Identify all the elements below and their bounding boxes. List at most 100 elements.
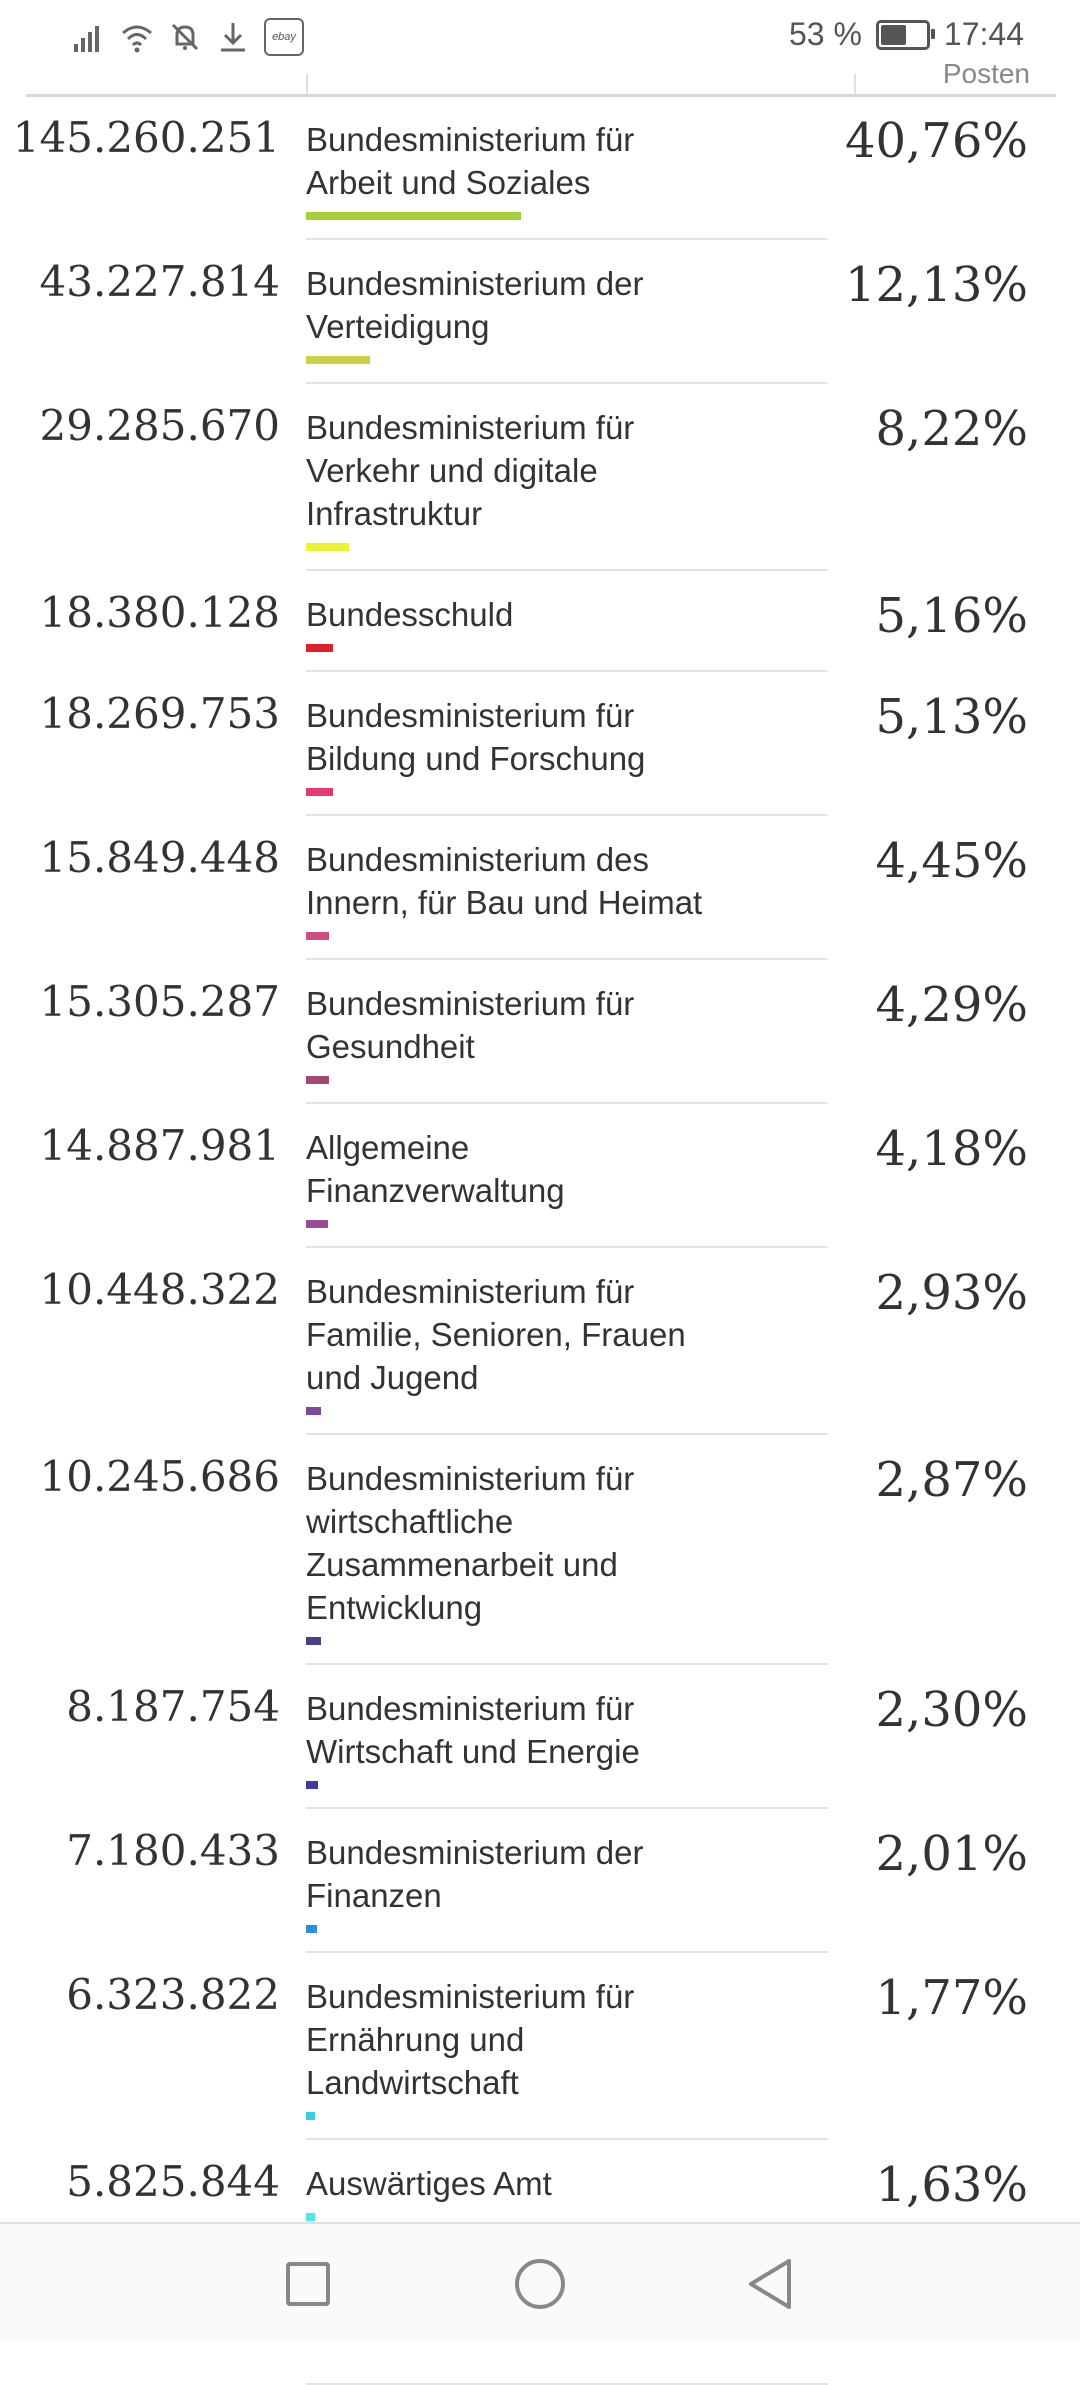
row-amount: 29.285.670 [39, 401, 280, 450]
status-icons-left: ebay [72, 18, 304, 56]
row-name-cell: Bundesministerium für Arbeit und Soziale… [306, 96, 828, 240]
row-name-cell: Bundesministerium für Bildung und Forsch… [306, 672, 828, 816]
row-percent: 1,77% [875, 1970, 1028, 2026]
row-share-bar [306, 543, 349, 551]
row-share-bar [306, 2112, 315, 2120]
recent-apps-button[interactable] [278, 2254, 338, 2314]
row-share-bar [306, 1407, 321, 1415]
row-amount: 145.260.251 [12, 113, 280, 162]
row-percent: 8,22% [875, 401, 1028, 457]
row-name-cell: Bundesministerium der Verteidigung [306, 240, 828, 384]
row-name-cell: Bundesschuld [306, 571, 828, 672]
row-name-cell: Allgemeine Finanzverwaltung [306, 1104, 828, 1248]
row-share-bar [306, 356, 370, 364]
header-posten-label: Posten [942, 58, 1030, 89]
row-share-bar [306, 1781, 318, 1789]
row-amount: 10.448.322 [39, 1265, 280, 1314]
row-name-cell: Bundesministerium für Gesundheit [306, 960, 828, 1104]
row-name: Bundesministerium der Verteidigung [306, 265, 644, 345]
row-percent: 4,45% [875, 833, 1028, 889]
battery-percent: 53 % [788, 16, 862, 52]
bell-muted-icon [171, 23, 199, 51]
header-col-name [306, 74, 856, 94]
row-name: Bundesministerium für Bildung und Forsch… [306, 697, 646, 777]
row-name-cell: Bundesministerium der Finanzen [306, 1809, 828, 1953]
wifi-icon [122, 25, 152, 53]
row-name: Bundesministerium für Wirtschaft und Ene… [306, 1690, 640, 1770]
row-amount: 18.380.128 [39, 588, 280, 637]
row-name: Bundesministerium für Ernährung und Land… [306, 1978, 635, 2101]
row-name-cell: Bundesministerium des Innern, für Bau un… [306, 816, 828, 960]
row-share-bar [306, 1637, 321, 1645]
system-nav-bar [0, 2222, 1080, 2340]
row-amount: 6.323.822 [66, 1970, 280, 2019]
row-name: Bundesministerium für wirtschaftliche Zu… [306, 1460, 635, 1626]
table-header: Posten [26, 58, 1056, 97]
row-percent: 5,13% [875, 689, 1028, 745]
row-name-cell: Bundesministerium für Wirtschaft und Ene… [306, 1665, 828, 1809]
row-name: Bundesministerium für Gesundheit [306, 985, 635, 1065]
row-name: Auswärtiges Amt [306, 2165, 552, 2202]
row-percent: 1,63% [875, 2157, 1028, 2213]
row-percent: 4,29% [875, 977, 1028, 1033]
table-row[interactable]: 15.305.287 Bundesministerium für Gesundhe… [0, 960, 1080, 1104]
table-row[interactable]: 29.285.670 Bundesministerium für Verkehr … [0, 384, 1080, 571]
status-icons-right: 53 % 17:44 [789, 16, 1024, 53]
row-name: Bundesministerium für Familie, Senioren,… [306, 1273, 686, 1396]
row-amount: 8.187.754 [66, 1682, 280, 1731]
row-name-cell: Bundesministerium für Verkehr und digita… [306, 384, 828, 571]
row-share-bar [306, 788, 333, 796]
back-button[interactable] [740, 2254, 800, 2314]
home-button[interactable] [510, 2254, 570, 2314]
row-name: Bundesministerium der Finanzen [306, 1834, 644, 1914]
row-share-bar [306, 1220, 328, 1228]
row-name-cell: Bundesministerium für Familie, Senioren,… [306, 1248, 828, 1435]
battery-icon [875, 19, 935, 50]
row-share-bar [306, 1925, 317, 1933]
row-percent: 2,30% [875, 1682, 1028, 1738]
row-percent: 2,87% [875, 1452, 1028, 1508]
table-row[interactable]: 10.448.322 Bundesministerium für Familie,… [0, 1248, 1080, 1435]
row-share-bar [306, 2213, 315, 2221]
row-name: Bundesministerium für Arbeit und Soziale… [306, 121, 635, 201]
clock: 17:44 [943, 16, 1024, 52]
table-row[interactable]: 10.245.686 Bundesministerium für wirtscha… [0, 1435, 1080, 1665]
row-share-bar [306, 644, 333, 652]
table-row[interactable]: 7.180.433 Bundesministerium der Finanzen 2… [0, 1809, 1080, 1953]
row-percent: 2,01% [875, 1826, 1028, 1882]
row-name: Bundesministerium für Verkehr und digita… [306, 409, 635, 532]
table-row[interactable]: 18.380.128 Bundesschuld 5,16% [0, 571, 1080, 672]
table-row[interactable]: 43.227.814 Bundesministerium der Verteidi… [0, 240, 1080, 384]
row-percent: 12,13% [844, 257, 1028, 313]
row-amount: 14.887.981 [39, 1121, 280, 1170]
table-row[interactable]: 6.323.822 Bundesministerium für Ernährung… [0, 1953, 1080, 2140]
download-icon [221, 23, 245, 52]
table-row[interactable]: 15.849.448 Bundesministerium des Innern, … [0, 816, 1080, 960]
row-amount: 18.269.753 [39, 689, 280, 738]
ebay-notification-icon: ebay [264, 18, 304, 56]
row-share-bar [306, 932, 329, 940]
row-name: Allgemeine Finanzverwaltung [306, 1129, 565, 1209]
table-row[interactable]: 18.269.753 Bundesministerium für Bildung … [0, 672, 1080, 816]
row-name-cell: Bundesministerium für Ernährung und Land… [306, 1953, 828, 2140]
row-share-bar [306, 1076, 329, 1084]
row-amount: 15.305.287 [39, 977, 280, 1026]
table-row[interactable]: 145.260.251 Bundesministerium für Arbeit … [0, 96, 1080, 240]
row-percent: 2,93% [875, 1265, 1028, 1321]
triangle-back-icon [749, 2259, 791, 2309]
row-amount: 43.227.814 [39, 257, 280, 306]
row-amount: 15.849.448 [39, 833, 280, 882]
row-share-bar [306, 2357, 311, 2365]
table-row[interactable]: 8.187.754 Bundesministerium für Wirtschaf… [0, 1665, 1080, 1809]
row-name: Bundesministerium des Innern, für Bau un… [306, 841, 703, 921]
row-name-cell: Bundesministerium für wirtschaftliche Zu… [306, 1435, 828, 1665]
row-percent: 4,18% [875, 1121, 1028, 1177]
row-percent: 40,76% [844, 113, 1028, 169]
row-percent: 5,16% [875, 588, 1028, 644]
table-row[interactable]: 14.887.981 Allgemeine Finanzverwaltung 4,1… [0, 1104, 1080, 1248]
row-share-bar [306, 212, 521, 220]
status-bar: ebay 53 % 17:44 [0, 0, 1080, 74]
square-icon [286, 2262, 330, 2306]
row-amount: 10.245.686 [39, 1452, 280, 1501]
header-col-amount [26, 74, 308, 94]
